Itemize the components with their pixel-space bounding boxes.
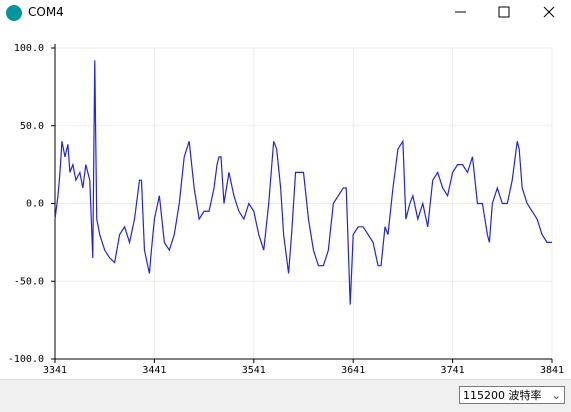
close-button[interactable] [543,6,555,18]
title-bar: COM4 [0,0,571,28]
x-tick-label: 3441 [142,365,166,376]
y-tick-label: 100.0 [14,43,44,54]
y-tick-label: -50.0 [14,276,44,287]
status-bar: 115200 波特率 ⌄ [0,379,571,412]
window-title: COM4 [28,5,64,19]
x-tick-label: 3741 [441,365,465,376]
maximize-button[interactable] [498,6,510,18]
app-icon [6,5,22,21]
data-line [54,60,552,305]
window-controls [455,6,555,18]
x-tick-label: 3541 [242,365,266,376]
x-tick-label: 3841 [540,365,564,376]
y-tick-label: 50.0 [20,121,44,132]
y-tick-label: -100.0 [8,354,44,365]
y-tick-label: 0.0 [26,199,44,210]
x-tick-label: 3341 [43,365,67,376]
baud-label: 115200 波特率 [463,389,542,402]
baud-select[interactable]: 115200 波特率 ⌄ [459,386,565,404]
dropdown-arrow: ⌄ [551,389,561,402]
x-tick-label: 3641 [341,365,365,376]
